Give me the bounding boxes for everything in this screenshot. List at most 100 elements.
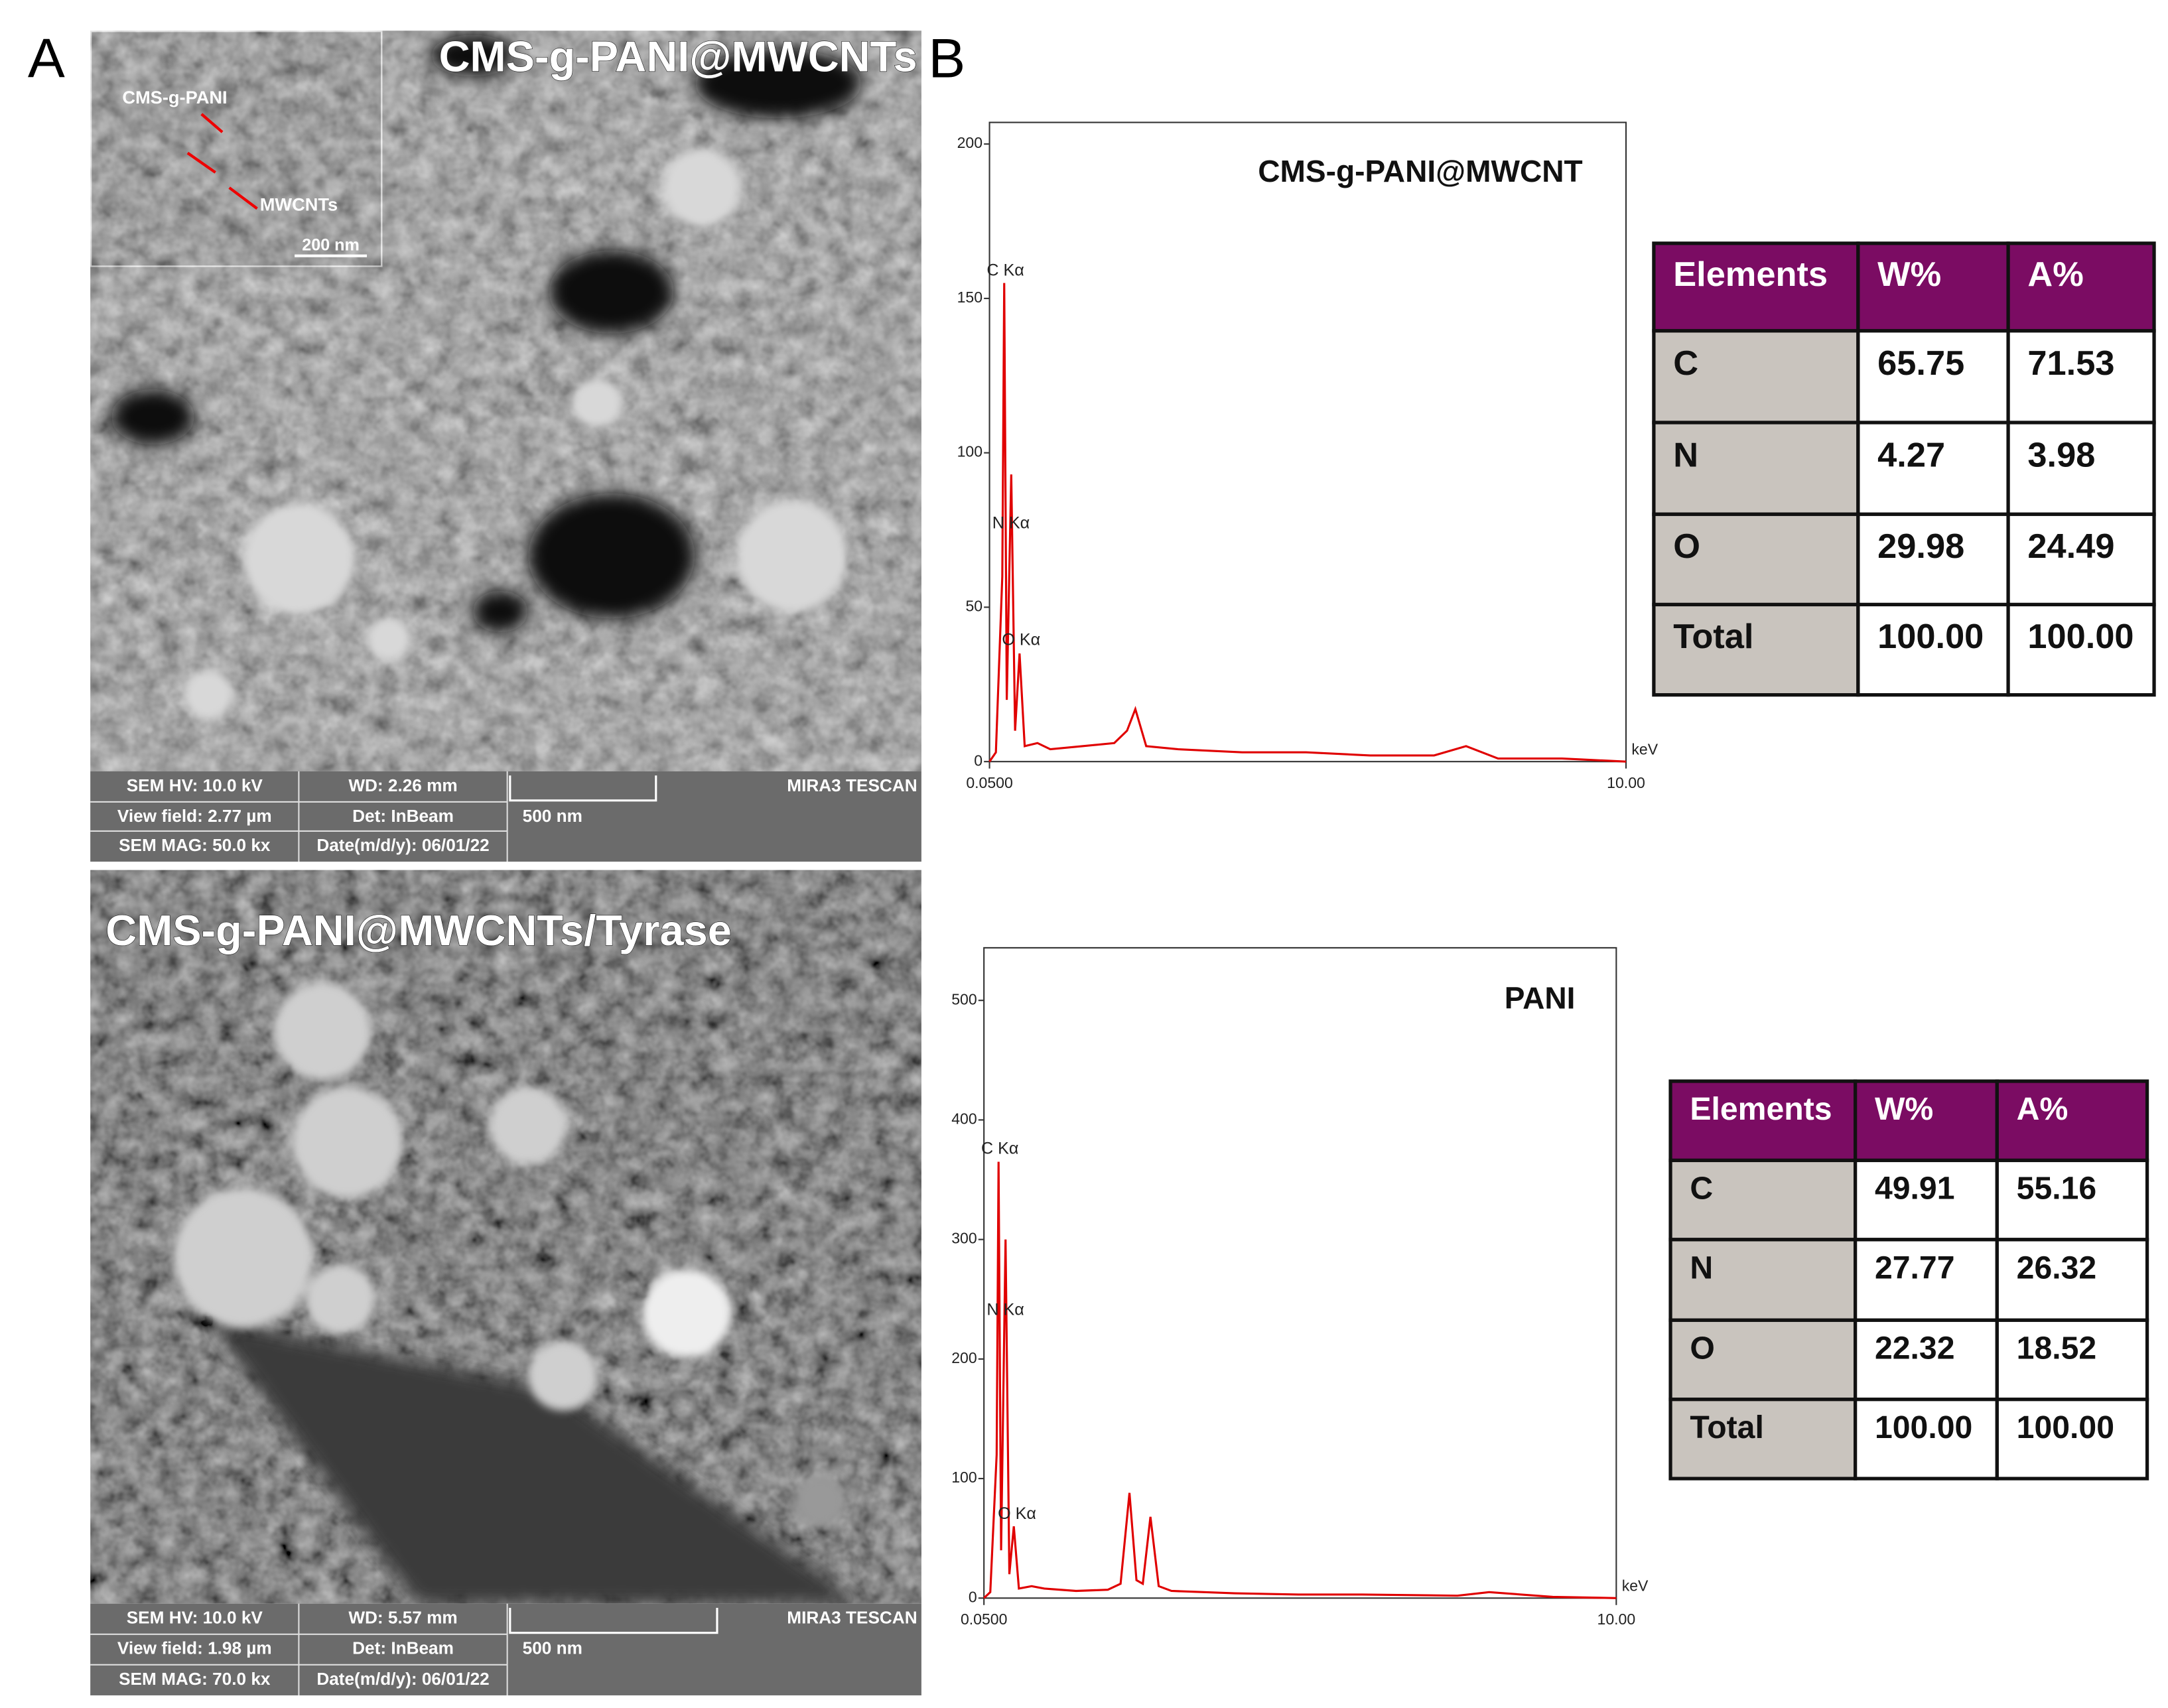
- table-text: 65.75: [1877, 344, 1964, 383]
- table-text: 26.32: [2017, 1250, 2097, 1286]
- table-text: 55.16: [2017, 1171, 2097, 1207]
- table-header-text: W%: [1877, 255, 1941, 294]
- table-text: 27.77: [1875, 1250, 1955, 1286]
- table-text: 100.00: [1877, 618, 1984, 656]
- y-tick-label: 200: [951, 1349, 977, 1366]
- y-tick-label: 0: [974, 752, 982, 769]
- y-tick-label: 0: [969, 1588, 977, 1605]
- table-cell: [1668, 1158, 1858, 1242]
- peak-label: N Kα: [986, 1300, 1024, 1319]
- y-tick-label: 150: [957, 289, 982, 306]
- chart-title: PANI: [1505, 981, 1576, 1016]
- table-cell: [1652, 602, 1860, 697]
- peak-label: N Kα: [992, 514, 1030, 533]
- table-cell: [1995, 1318, 2149, 1402]
- table-text: C: [1690, 1171, 1713, 1207]
- table-cell: [2006, 329, 2156, 425]
- peak-label: C Kα: [981, 1139, 1018, 1157]
- inset-label: CMS-g-PANI: [122, 87, 227, 107]
- info-text: 500 nm: [523, 1638, 582, 1658]
- x-tick-label: 0.0500: [966, 774, 1012, 791]
- info-text: Date(m/d/y): 06/01/22: [316, 835, 489, 855]
- table-cell: [1856, 602, 2010, 697]
- inset-label: MWCNTs: [260, 194, 338, 214]
- inset-scale: 200 nm: [302, 236, 360, 255]
- y-tick-label: 400: [951, 1110, 977, 1128]
- info-text: Det: InBeam: [352, 1638, 454, 1658]
- table-cell: [1668, 1398, 1858, 1480]
- table-text: 3.98: [2027, 436, 2095, 474]
- table-text: N: [1690, 1250, 1713, 1286]
- table-text: 100.00: [1875, 1410, 1972, 1445]
- table-header-cell: [1854, 1079, 1999, 1163]
- table-text: 49.91: [1875, 1171, 1955, 1207]
- chart-title: CMS-g-PANI@MWCNT: [1258, 154, 1582, 188]
- table-text: 29.98: [1877, 527, 1964, 566]
- table-cell: [1854, 1238, 1999, 1322]
- arrow: [228, 186, 258, 210]
- table-cell: [1652, 329, 1860, 425]
- x-tick-label: 0.0500: [961, 1610, 1007, 1628]
- y-tick-label: 100: [957, 443, 982, 460]
- y-tick-label: 100: [951, 1469, 977, 1486]
- table-header-text: A%: [2027, 255, 2083, 294]
- table-cell: [1652, 512, 1860, 607]
- info-text: WD: 5.57 mm: [348, 1608, 457, 1628]
- table-cell: [2006, 421, 2156, 516]
- arrow: [200, 113, 224, 133]
- table-text: N: [1673, 436, 1698, 474]
- x-axis-label: keV: [1631, 741, 1658, 758]
- table-text: 71.53: [2027, 344, 2114, 383]
- y-tick-label: 200: [957, 134, 982, 151]
- peak-label: C Kα: [986, 261, 1024, 279]
- table-text: C: [1673, 344, 1698, 383]
- info-text: View field: 1.98 µm: [117, 1638, 272, 1658]
- plot-frame: [988, 121, 1627, 763]
- table-cell: [2006, 602, 2156, 697]
- table-cell: [1854, 1158, 1999, 1242]
- table-text: Total: [1690, 1410, 1764, 1445]
- plot-frame: [983, 947, 1617, 1599]
- peak-label: O Kα: [1002, 631, 1040, 649]
- spectrum-line: [983, 1161, 1617, 1599]
- info-bar: SEM HV: 10.0 kV WD: 5.57 mm View field: …: [90, 1603, 921, 1695]
- table-text: O: [1673, 527, 1700, 566]
- table-cell: [1995, 1398, 2149, 1480]
- table-text: 100.00: [2027, 618, 2134, 656]
- info-text: Date(m/d/y): 06/01/22: [316, 1669, 489, 1689]
- table-cell: [1668, 1318, 1858, 1402]
- info-text: Det: InBeam: [352, 806, 454, 826]
- table-text: 100.00: [2017, 1410, 2114, 1445]
- info-text: 500 nm: [523, 806, 582, 826]
- table-cell: [2006, 512, 2156, 607]
- panel-label: A: [28, 27, 65, 90]
- info-text: View field: 2.77 µm: [117, 806, 272, 826]
- x-tick-label: 10.00: [1607, 774, 1645, 791]
- table-cell: [1856, 512, 2010, 607]
- x-tick-label: 10.00: [1597, 1610, 1636, 1628]
- info-text: SEM HV: 10.0 kV: [127, 775, 263, 795]
- sem-title: CMS-g-PANI@MWCNTs: [439, 32, 917, 80]
- table-text: 24.49: [2027, 527, 2114, 566]
- table-text: 22.32: [1875, 1330, 1955, 1366]
- inset-image: [89, 29, 384, 269]
- table-header-cell: [2006, 241, 2156, 333]
- info-text: MIRA3 TESCAN: [787, 1608, 917, 1628]
- info-text: SEM MAG: 70.0 kx: [119, 1669, 271, 1689]
- peak-label: O Kα: [998, 1504, 1036, 1523]
- table-header-cell: [1995, 1079, 2149, 1163]
- info-text: WD: 2.26 mm: [348, 775, 457, 795]
- info-text: SEM HV: 10.0 kV: [127, 1608, 263, 1628]
- table-header-text: Elements: [1673, 255, 1828, 294]
- y-tick-label: 500: [951, 990, 977, 1008]
- table-text: 18.52: [2017, 1330, 2097, 1366]
- table-header-text: W%: [1875, 1091, 1933, 1127]
- x-axis-label: keV: [1622, 1577, 1649, 1595]
- table-text: O: [1690, 1330, 1714, 1366]
- table-cell: [1856, 329, 2010, 425]
- table-header-text: Elements: [1690, 1091, 1832, 1127]
- info-text: SEM MAG: 50.0 kx: [119, 835, 271, 855]
- info-bar: SEM HV: 10.0 kV WD: 2.26 mm View field: …: [90, 771, 921, 862]
- table-header-cell: [1652, 241, 1860, 333]
